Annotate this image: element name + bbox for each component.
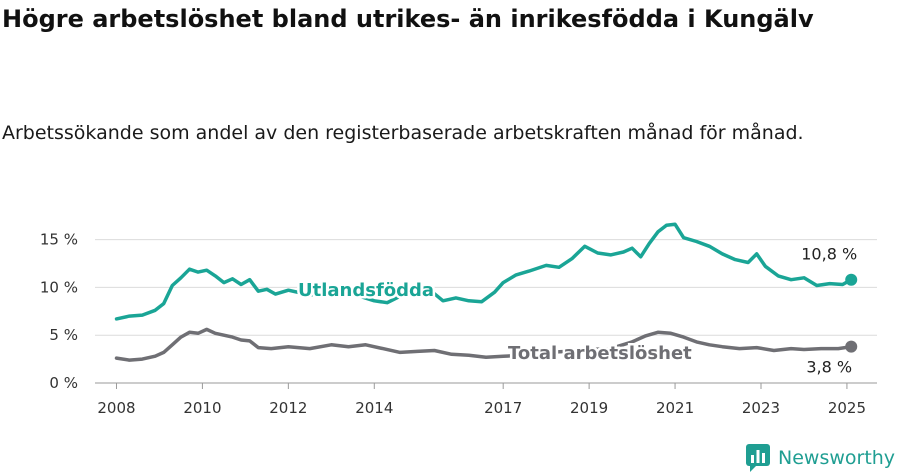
foreign-series-line <box>114 222 853 321</box>
brand-name: Newsworthy <box>778 447 896 469</box>
x-tick-label: 2017 <box>484 399 522 417</box>
x-tick-label: 2019 <box>570 399 608 417</box>
chart-subtitle: Arbetssökande som andel av den registerb… <box>2 122 804 144</box>
total-series-name-label: Total arbetslöshet <box>508 343 692 364</box>
x-tick-label: 2021 <box>656 399 694 417</box>
line-chart: 0 % 5 % 10 % 15 % 2008 2010 2012 2014 2017 2019 20… <box>40 222 877 417</box>
y-tick-label: 10 % <box>40 278 78 296</box>
brand-logo: Newsworthy <box>746 443 895 473</box>
total-series-line <box>114 327 853 362</box>
x-tick-label: 2023 <box>742 399 780 417</box>
x-tick-label: 2012 <box>269 399 307 417</box>
x-tick-label: 2025 <box>828 399 866 417</box>
newsworthy-logo-icon <box>746 444 770 472</box>
axis-layer: 0 % 5 % 10 % 15 % 2008 2010 2012 2014 2017 2019 20… <box>40 231 866 417</box>
x-tick-label: 2014 <box>355 399 393 417</box>
y-tick-label: 0 % <box>49 374 78 392</box>
y-tick-label: 15 % <box>40 231 78 249</box>
foreign-series-end-label: 10,8 % <box>801 245 857 264</box>
total-series-end-marker <box>845 340 858 353</box>
foreign-series-name-label: Utlandsfödda <box>298 280 434 301</box>
total-series-end-label: 3,8 % <box>806 358 852 377</box>
y-tick-label: 5 % <box>49 326 78 344</box>
series-layer <box>114 222 858 362</box>
x-tick-label: 2008 <box>97 399 135 417</box>
x-tick-label: 2010 <box>183 399 221 417</box>
chart-title: Högre arbetslöshet bland utrikes- än inr… <box>2 5 814 33</box>
label-layer: 10,8 % Utlandsfödda 3,8 % Total arbetslöshe… <box>296 245 858 377</box>
foreign-series-end-marker <box>845 273 858 286</box>
